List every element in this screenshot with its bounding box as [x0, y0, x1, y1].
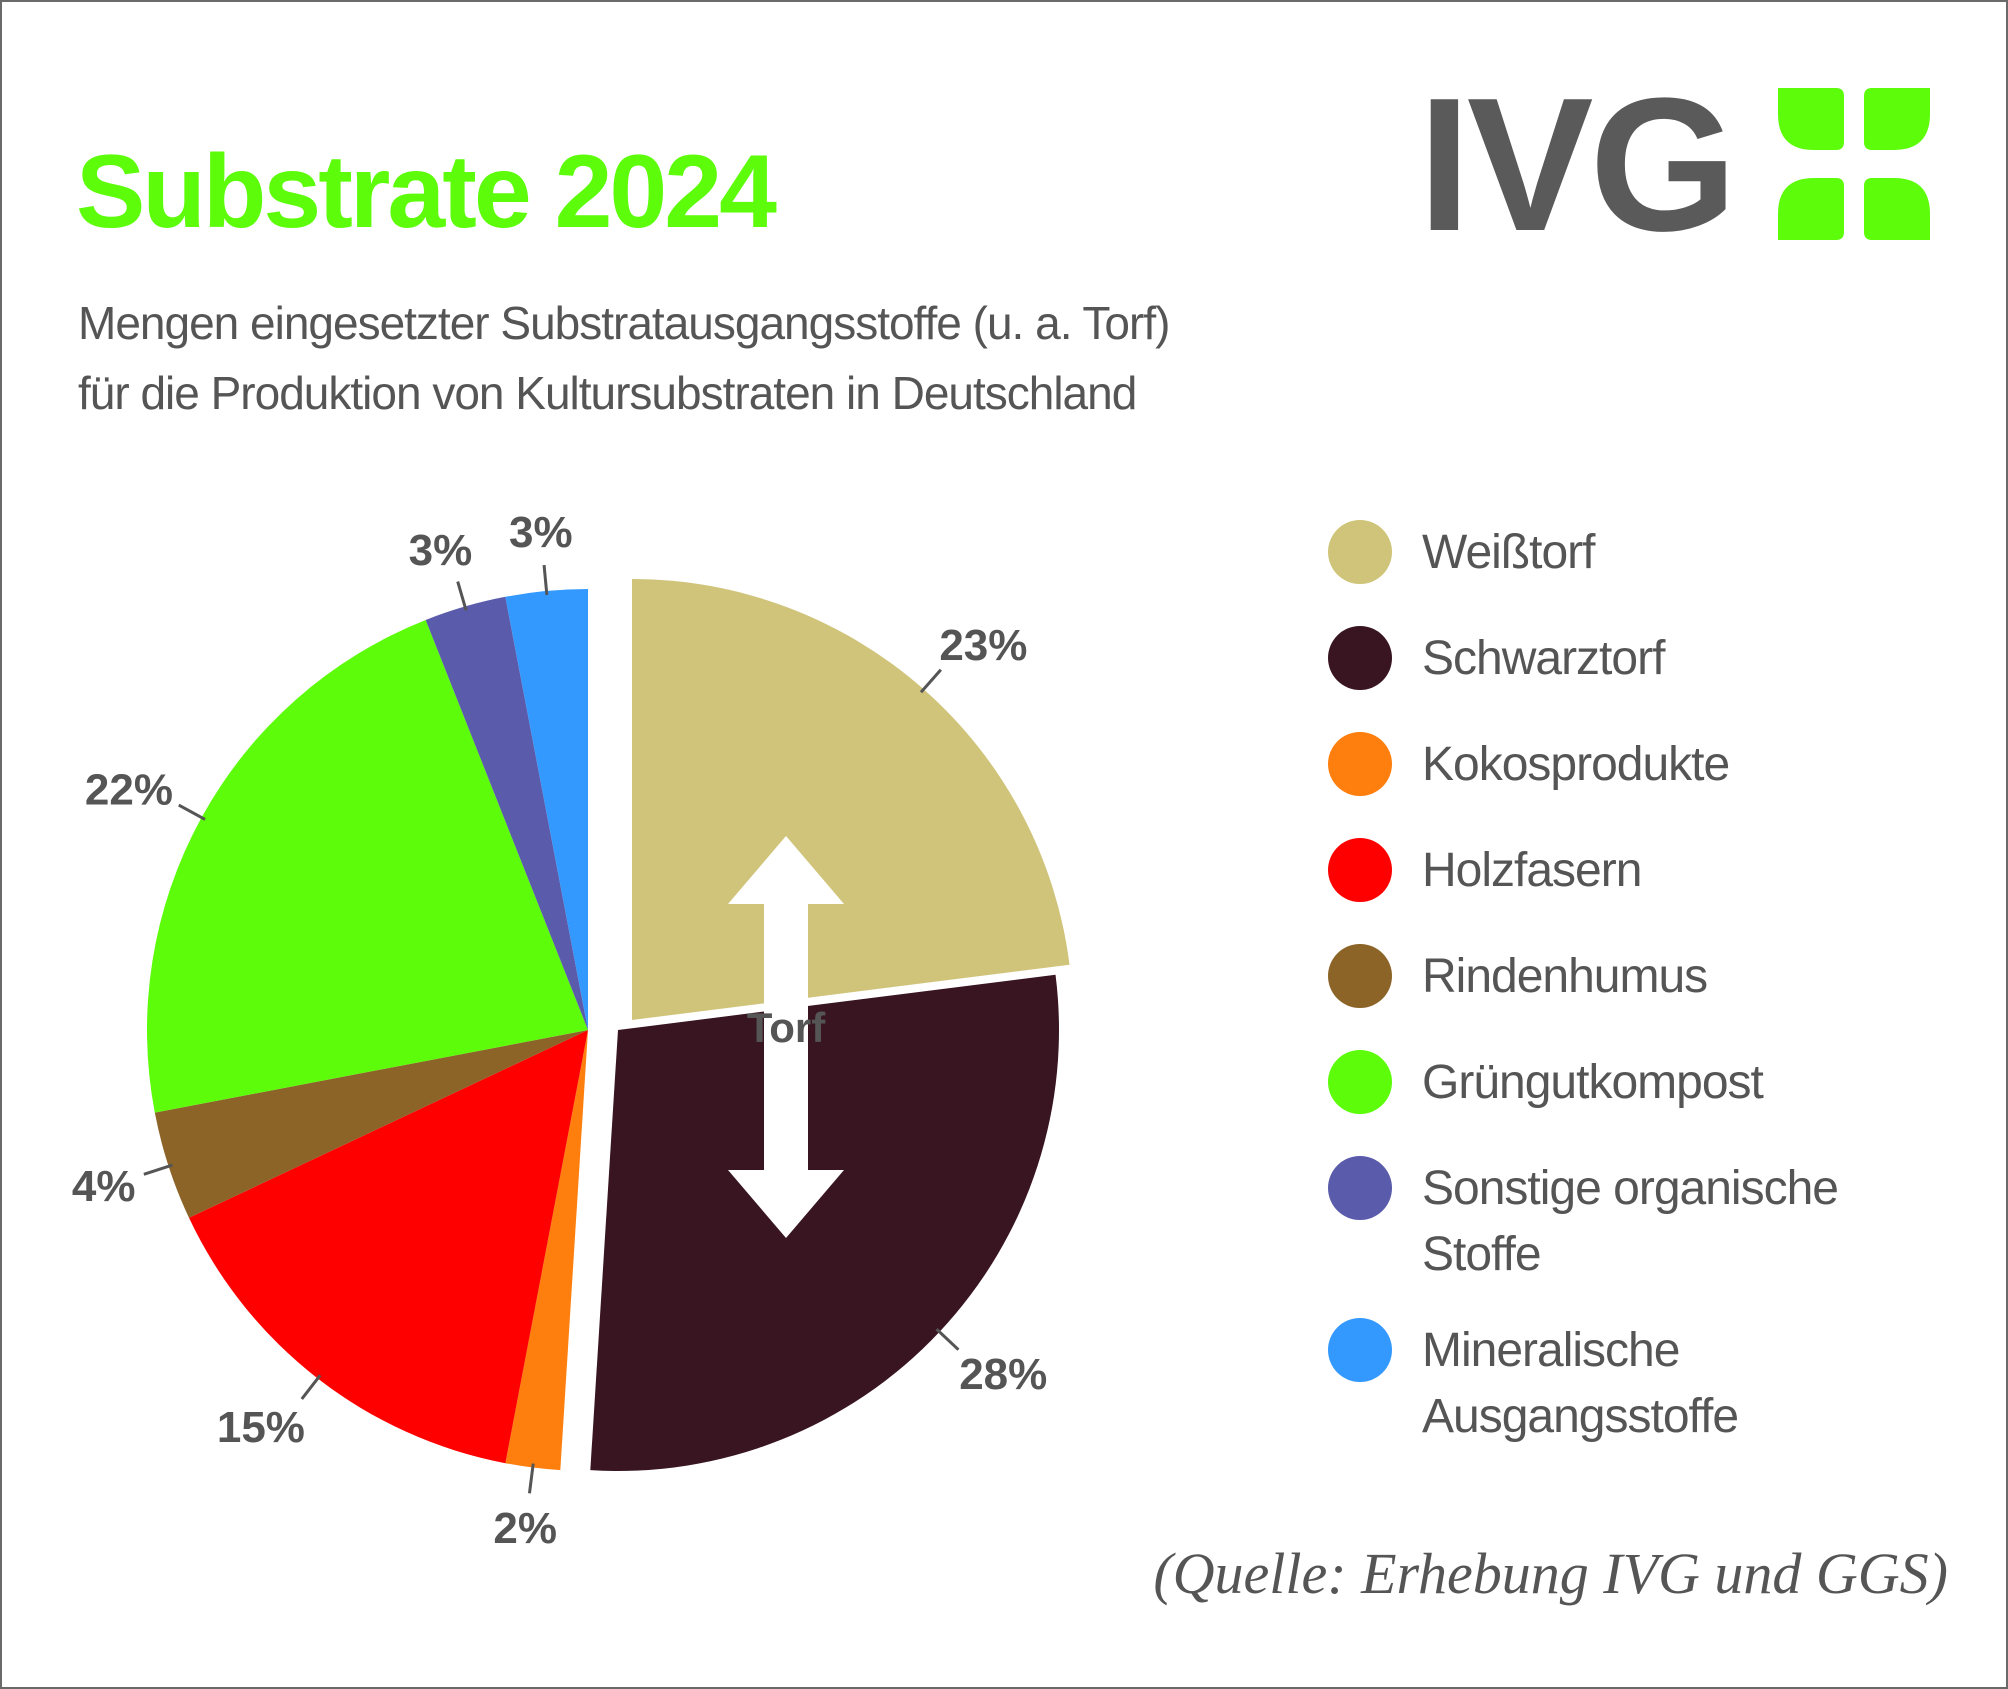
legend-swatch: [1328, 944, 1392, 1008]
leader-line-schwarztorf: [935, 1328, 960, 1351]
pie-slice-rindenhumus: [154, 1030, 588, 1218]
pie-slice-schwarztorf: [590, 974, 1059, 1471]
pie-slice-kokosprodukte: [505, 1030, 588, 1471]
legend-label: Holzfasern: [1422, 844, 1642, 897]
leader-line-holzfasern: [300, 1374, 322, 1400]
legend-item-sonstige-organische-stoffe: Sonstige organische Stoffe: [1328, 1156, 1892, 1288]
leader-line-sonstige-organische-stoffe: [456, 581, 468, 611]
legend-item-weisstorf: Weißtorf: [1328, 520, 1892, 586]
chart-subtitle-line2: für die Produktion von Kultursubstraten …: [78, 367, 1137, 419]
leader-line-gruengutkompost: [178, 803, 206, 821]
data-label-mineralische-ausgangsstoffe: 3%: [509, 508, 573, 557]
pie-chart: 23% 28% 2% 15% 4% 22% 3% 3% Torf: [72, 508, 1070, 1553]
data-label-holzfasern: 15%: [217, 1403, 305, 1452]
legend-swatch: [1328, 838, 1392, 902]
chart-title: Substrate 2024: [76, 134, 777, 250]
legend-item-gruengutkompost: Grüngutkompost: [1328, 1050, 1892, 1116]
pie-slice-mineralische-ausgangsstoffe: [505, 589, 588, 1030]
clover-leaf-icon: [1778, 88, 1930, 240]
data-label-kokosprodukte: 2%: [493, 1504, 557, 1553]
legend-item-kokosprodukte: Kokosprodukte: [1328, 732, 1892, 798]
legend-label: Kokosprodukte: [1422, 738, 1730, 791]
legend-swatch: [1328, 732, 1392, 796]
torf-annotation: Torf: [747, 1004, 827, 1051]
source-note: (Quelle: Erhebung IVG und GGS): [1153, 1541, 1948, 1606]
legend-item-holzfasern: Holzfasern: [1328, 838, 1892, 904]
legend-swatch: [1328, 1156, 1392, 1220]
chart-subtitle-line1: Mengen eingesetzter Substratausgangsstof…: [78, 297, 1170, 349]
leader-line-rindenhumus: [143, 1163, 173, 1176]
data-label-rindenhumus: 4%: [72, 1162, 136, 1211]
legend-label: Weißtorf: [1422, 526, 1595, 579]
legend-swatch: [1328, 1050, 1392, 1114]
legend-swatch: [1328, 520, 1392, 584]
ivg-logo: IVG: [1418, 70, 1938, 260]
data-label-gruengutkompost: 22%: [85, 766, 173, 815]
data-label-schwarztorf: 28%: [959, 1350, 1047, 1399]
legend-label: Schwarztorf: [1422, 632, 1665, 685]
legend-label: Rindenhumus: [1422, 950, 1708, 1003]
pie-slice-sonstige-organische-stoffe: [425, 596, 588, 1030]
legend-label: Sonstige organische Stoffe: [1422, 1162, 1839, 1281]
data-label-weisstorf: 23%: [939, 621, 1027, 670]
pie-slice-weisstorf: [632, 579, 1070, 1020]
double-arrow-icon: [728, 836, 844, 1238]
legend-swatch: [1328, 1318, 1392, 1382]
pie-slice-gruengutkompost: [146, 619, 588, 1113]
legend-item-mineralische-ausgangsstoffe: Mineralische Ausgangsstoffe: [1328, 1318, 1892, 1450]
pie-slice-holzfasern: [188, 1030, 589, 1464]
legend-swatch: [1328, 626, 1392, 690]
leader-line-weisstorf: [919, 668, 942, 694]
leader-line-mineralische-ausgangsstoffe: [542, 564, 549, 596]
leader-line-kokosprodukte: [527, 1463, 535, 1494]
legend-item-rindenhumus: Rindenhumus: [1328, 944, 1892, 1010]
legend-item-schwarztorf: Schwarztorf: [1328, 626, 1892, 692]
logo-text: IVG: [1418, 59, 1737, 271]
data-label-sonstige-organische-stoffe: 3%: [409, 526, 473, 575]
legend-label: Grüngutkompost: [1422, 1056, 1764, 1109]
legend-label: Mineralische Ausgangsstoffe: [1422, 1324, 1739, 1443]
